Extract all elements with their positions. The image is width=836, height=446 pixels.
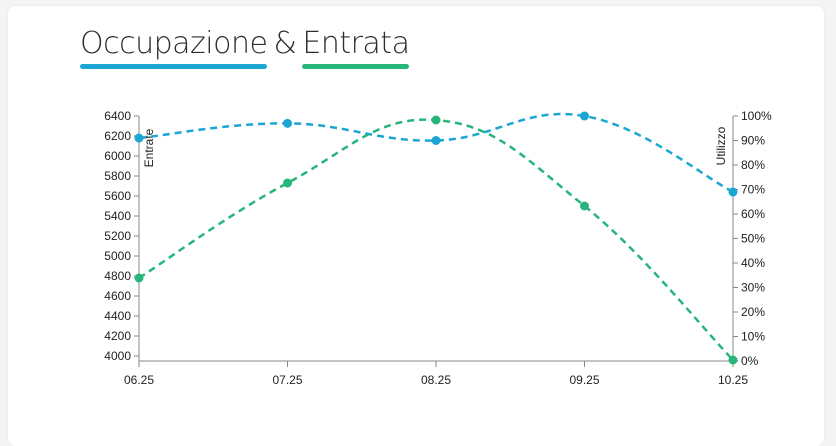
left-tick-label: 4000 (104, 349, 131, 363)
chart-card (8, 6, 824, 446)
left-tick-label: 4400 (104, 309, 131, 323)
occupazione-data-point (728, 187, 738, 197)
x-tick-label: 09.25 (569, 373, 599, 387)
x-tick-label: 06.25 (124, 373, 154, 387)
x-tick-label: 07.25 (272, 373, 302, 387)
title-ampersand: & (273, 26, 297, 61)
occupazione-series-line (138, 112, 734, 194)
left-tick-label: 5200 (104, 229, 131, 243)
entrata-data-point (134, 273, 144, 283)
entrata-data-point (728, 355, 738, 365)
right-tick-label: 50% (741, 232, 765, 246)
left-tick-label: 5800 (104, 169, 131, 183)
x-tick-label: 08.25 (421, 373, 451, 387)
occupazione-data-point (580, 111, 589, 121)
left-tick-label: 6000 (104, 149, 131, 163)
left-tick-label: 5600 (104, 189, 131, 203)
left-axis-title: Entrate (142, 128, 156, 167)
right-tick-label: 60% (741, 207, 765, 221)
x-tick-label: 10.25 (718, 373, 748, 387)
right-axis-title: Utilizzo (714, 126, 728, 165)
entrata-series-line (138, 118, 734, 361)
occupazione-data-point (431, 136, 441, 145)
left-tick-label: 6400 (104, 109, 131, 123)
right-tick-label: 20% (741, 305, 765, 319)
left-tick-label: 5400 (104, 209, 131, 223)
title-entrata: Entrata (302, 26, 410, 69)
right-tick-label: 0% (741, 354, 759, 368)
occupazione-underline (80, 64, 268, 69)
left-tick-label: 6200 (104, 129, 131, 143)
left-tick-label: 4800 (104, 269, 131, 283)
right-tick-label: 70% (741, 183, 765, 197)
left-tick-label: 5000 (104, 249, 131, 263)
entrata-data-point (431, 115, 441, 125)
right-tick-label: 100% (741, 109, 772, 123)
entrata-data-point (580, 201, 589, 211)
entrata-underline (302, 64, 410, 69)
entrata-data-point (283, 178, 292, 188)
right-tick-label: 90% (741, 134, 765, 148)
right-tick-label: 30% (741, 281, 765, 295)
left-tick-label: 4600 (104, 289, 131, 303)
left-tick-label: 4200 (104, 329, 131, 343)
occupazione-data-point (134, 133, 144, 143)
right-tick-label: 10% (741, 330, 765, 344)
right-tick-label: 40% (741, 256, 765, 270)
right-tick-label: 80% (741, 158, 765, 172)
occupazione-data-point (283, 118, 292, 128)
title-occupazione: Occupazione (80, 26, 268, 69)
chart-title: Occupazione & Entrata (80, 26, 410, 69)
